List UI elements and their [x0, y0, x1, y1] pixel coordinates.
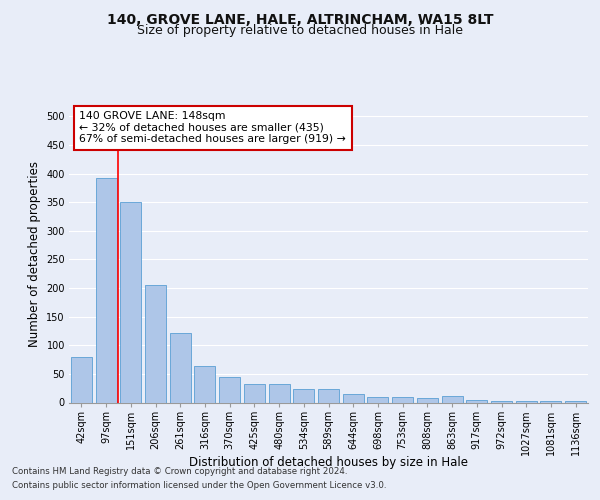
Bar	[491, 401, 512, 402]
Bar	[170, 332, 191, 402]
Text: Distribution of detached houses by size in Hale: Distribution of detached houses by size …	[190, 456, 469, 469]
Bar	[318, 389, 339, 402]
Bar	[71, 356, 92, 403]
Text: 140 GROVE LANE: 148sqm
← 32% of detached houses are smaller (435)
67% of semi-de: 140 GROVE LANE: 148sqm ← 32% of detached…	[79, 111, 346, 144]
Text: 140, GROVE LANE, HALE, ALTRINCHAM, WA15 8LT: 140, GROVE LANE, HALE, ALTRINCHAM, WA15 …	[107, 12, 493, 26]
Y-axis label: Number of detached properties: Number of detached properties	[28, 161, 41, 347]
Bar	[219, 378, 240, 402]
Text: Size of property relative to detached houses in Hale: Size of property relative to detached ho…	[137, 24, 463, 37]
Bar	[367, 398, 388, 402]
Bar	[442, 396, 463, 402]
Bar	[95, 178, 116, 402]
Text: Contains HM Land Registry data © Crown copyright and database right 2024.: Contains HM Land Registry data © Crown c…	[12, 467, 347, 476]
Bar	[194, 366, 215, 403]
Bar	[392, 398, 413, 402]
Bar	[269, 384, 290, 402]
Bar	[565, 401, 586, 402]
Bar	[293, 389, 314, 402]
Bar	[244, 384, 265, 402]
Bar	[145, 285, 166, 403]
Bar	[343, 394, 364, 402]
Bar	[466, 400, 487, 402]
Text: Contains public sector information licensed under the Open Government Licence v3: Contains public sector information licen…	[12, 481, 386, 490]
Bar	[417, 398, 438, 402]
Bar	[120, 202, 141, 402]
